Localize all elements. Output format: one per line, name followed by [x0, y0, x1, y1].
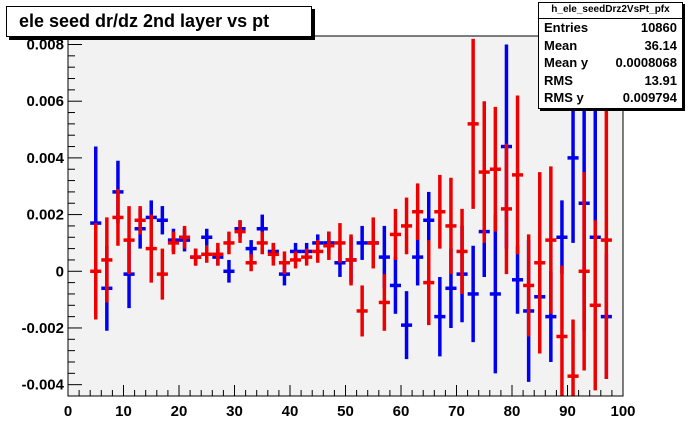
x-tick-label: 40 — [282, 403, 299, 420]
data-point — [600, 101, 612, 379]
data-point — [356, 225, 368, 260]
x-tick-label: 70 — [448, 403, 465, 420]
data-point — [245, 254, 257, 272]
data-point — [578, 172, 590, 371]
axes: 0 10 20 30 40 50 60 70 80 90 100 -0.004 -0.002 0 0.002… — [21, 37, 635, 420]
stats-value: 0.009794 — [622, 90, 677, 105]
y-tick-label: 0.004 — [26, 150, 64, 167]
data-point — [267, 242, 279, 266]
data-point — [156, 248, 168, 300]
data-point — [345, 234, 357, 286]
data-point — [467, 245, 479, 343]
stats-value: 10860 — [640, 20, 677, 35]
data-point — [378, 274, 390, 331]
data-point — [112, 189, 124, 246]
data-points — [90, 38, 612, 396]
plot-frame — [68, 36, 623, 396]
data-point — [523, 234, 535, 337]
data-point — [489, 106, 501, 232]
data-point — [512, 95, 524, 255]
x-tick-label: 90 — [559, 403, 576, 420]
data-point — [256, 231, 268, 255]
data-point — [467, 38, 479, 209]
y-tick-label: -0.002 — [21, 320, 64, 337]
data-point — [212, 242, 224, 266]
data-point — [456, 208, 468, 294]
stats-value: 13.91 — [644, 72, 677, 88]
stats-label: RMS y — [544, 90, 584, 105]
stats-row-entries: Entries 10860 — [539, 19, 682, 37]
data-point — [589, 220, 601, 391]
data-point — [389, 208, 401, 260]
data-point — [278, 251, 290, 275]
data-point — [423, 240, 435, 326]
data-point — [334, 223, 346, 263]
y-tick-label: 0.006 — [26, 93, 64, 110]
stats-value: 36.14 — [644, 37, 677, 53]
data-point — [223, 259, 235, 283]
y-tick-label: -0.004 — [21, 377, 64, 394]
stats-label: Mean y — [544, 55, 589, 70]
x-tick-label: 0 — [64, 403, 72, 420]
x-tick-label: 50 — [337, 403, 354, 420]
data-point — [556, 200, 568, 275]
data-point — [123, 206, 135, 275]
data-point — [512, 245, 524, 314]
data-point — [223, 231, 235, 255]
data-point — [101, 217, 113, 303]
y-tick-label: 0.002 — [26, 207, 64, 224]
stats-row-rms: RMS 13.91 — [539, 72, 682, 90]
x-tick-label: 30 — [226, 403, 243, 420]
data-point — [190, 248, 202, 266]
y-tick-label: 0 — [56, 263, 64, 280]
data-point — [401, 197, 413, 255]
data-point — [389, 257, 401, 314]
data-point — [167, 231, 179, 255]
stats-row-mean-y: Mean y 0.0008068 — [539, 54, 682, 72]
data-point — [156, 206, 168, 235]
data-point — [290, 251, 302, 269]
data-point — [145, 214, 157, 283]
stats-label: RMS — [544, 72, 573, 88]
data-point — [301, 248, 313, 266]
stats-row-mean: Mean 36.14 — [539, 37, 682, 55]
chart-title: ele seed dr/dz 2nd layer vs pt — [6, 6, 312, 37]
y-tick-label: 0.008 — [26, 37, 64, 54]
stats-row-rms-y: RMS y 0.009794 — [539, 89, 682, 107]
data-point — [234, 220, 246, 243]
data-point — [434, 174, 446, 249]
stats-label: Entries — [544, 20, 589, 35]
data-point — [534, 172, 546, 354]
data-point — [434, 276, 446, 357]
data-point — [90, 223, 102, 320]
x-tick-label: 60 — [393, 403, 410, 420]
x-tick-label: 80 — [504, 403, 521, 420]
data-point — [478, 101, 490, 243]
stats-value: 0.0008068 — [615, 55, 677, 70]
data-point — [401, 291, 413, 360]
stats-box: h_ele_seedDrz2VsPt_pfx Entries 10860 Mea… — [538, 2, 683, 109]
x-tick-label: 20 — [171, 403, 188, 420]
data-point — [134, 206, 146, 235]
data-point — [312, 240, 324, 263]
data-point — [567, 319, 579, 396]
data-point — [201, 228, 213, 246]
data-point — [201, 245, 213, 263]
data-point — [323, 231, 335, 260]
data-point — [412, 183, 424, 241]
stats-label: Mean — [544, 37, 578, 53]
data-point — [179, 225, 191, 249]
data-point — [356, 285, 368, 337]
x-tick-label: 10 — [115, 403, 132, 420]
data-point — [423, 191, 435, 249]
data-point — [500, 143, 512, 275]
data-point — [489, 214, 501, 374]
plot-border — [67, 35, 624, 397]
data-point — [556, 265, 568, 396]
x-tick-label: 100 — [610, 403, 635, 420]
data-point — [367, 217, 379, 269]
data-point — [545, 166, 557, 314]
stats-histogram-name: h_ele_seedDrz2VsPt_pfx — [539, 3, 682, 19]
data-point — [445, 177, 457, 275]
